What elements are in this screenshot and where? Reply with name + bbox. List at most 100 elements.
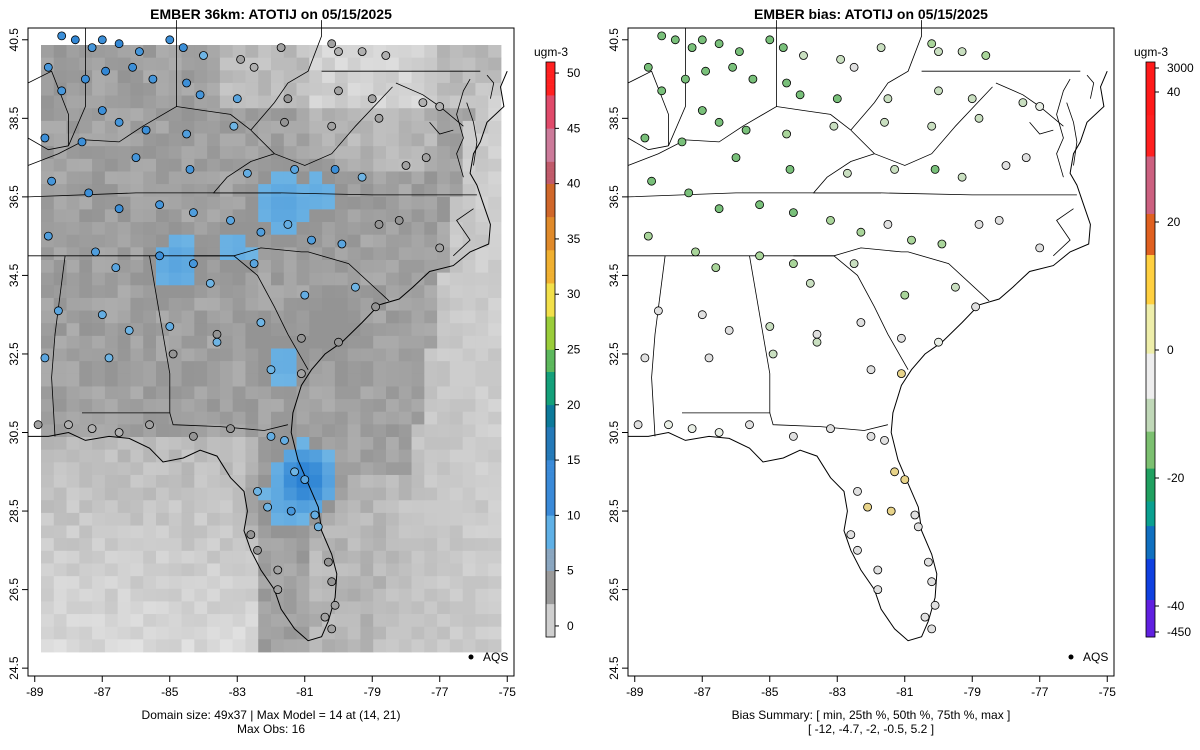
model-grid-cell	[143, 133, 157, 147]
model-grid-cell	[258, 297, 272, 311]
model-grid-cell	[296, 626, 310, 640]
model-grid-cell	[181, 500, 195, 514]
model-grid-cell	[232, 576, 246, 590]
model-grid-cell	[462, 348, 476, 362]
model-grid-cell	[156, 424, 170, 438]
model-grid-cell	[334, 95, 349, 109]
model-grid-cell	[437, 538, 451, 552]
obs-site-marker	[57, 86, 67, 96]
obs-site-marker	[283, 219, 293, 229]
model-grid-cell	[347, 487, 361, 501]
model-grid-cell	[386, 361, 400, 375]
model-grid-cell	[309, 601, 323, 615]
model-grid-cell	[334, 538, 349, 552]
model-grid-cell	[53, 550, 67, 564]
model-grid-cell	[296, 297, 310, 311]
model-grid-cell	[41, 386, 55, 400]
model-grid-cell	[219, 626, 234, 640]
model-grid-cell	[41, 335, 55, 349]
model-grid-cell	[296, 399, 310, 413]
model-grid-cell	[79, 361, 93, 375]
model-grid-cell	[219, 588, 234, 602]
model-grid-cell	[386, 120, 400, 134]
model-grid-cell	[79, 323, 93, 337]
model-grid-cell	[207, 297, 221, 311]
model-grid-cell	[386, 171, 400, 185]
colorbar-segment	[546, 294, 555, 301]
model-grid-cell	[271, 512, 285, 526]
obs-site-marker	[188, 259, 198, 269]
colorbar-segment	[1146, 283, 1155, 289]
model-grid-cell	[194, 601, 208, 615]
model-grid-cell	[360, 474, 374, 489]
bias-site-marker	[866, 365, 876, 375]
obs-site-marker	[229, 121, 239, 131]
model-grid-cell	[360, 70, 374, 84]
obs-site-marker	[84, 188, 94, 198]
model-grid-cell	[309, 449, 323, 463]
model-grid-cell	[398, 639, 412, 653]
model-grid-cell	[271, 348, 285, 362]
model-grid-cell	[53, 45, 67, 59]
model-grid-cell	[347, 209, 361, 223]
model-grid-cell	[488, 196, 502, 210]
model-grid-cell	[181, 614, 195, 628]
model-grid-cell	[143, 462, 157, 476]
model-grid-cell	[130, 525, 144, 539]
colorbar-segment	[1146, 144, 1155, 149]
colorbar-segment	[546, 404, 555, 411]
bias-site-marker	[927, 624, 937, 634]
model-grid-cell	[207, 348, 221, 362]
model-grid-cell	[398, 285, 412, 299]
colorbar-segment	[1146, 172, 1155, 178]
model-grid-cell	[232, 285, 246, 299]
obs-site-marker	[145, 420, 154, 430]
model-grid-cell	[156, 563, 170, 577]
colorbar-segment	[1146, 333, 1155, 338]
obs-site-marker	[374, 219, 384, 229]
colorbar-segment	[1146, 600, 1155, 605]
model-grid-cell	[130, 437, 144, 451]
model-grid-cell	[386, 335, 400, 349]
model-grid-cell	[462, 411, 476, 425]
bias-site-marker	[731, 153, 741, 163]
obs-site-marker	[276, 43, 286, 52]
colorbar-segment	[546, 410, 555, 417]
colorbar-segment	[1146, 464, 1155, 470]
model-grid-cell	[334, 171, 349, 185]
colorbar-segment	[1146, 246, 1155, 252]
colorbar-segment	[546, 155, 555, 162]
model-grid-cell	[117, 512, 131, 526]
model-grid-cell	[194, 146, 208, 160]
model-grid-cell	[373, 411, 387, 425]
colorbar-tick-label: -450	[1167, 625, 1191, 639]
colorbar-segment	[1146, 485, 1155, 490]
model-grid-cell	[194, 563, 208, 577]
model-grid-cell	[462, 297, 476, 311]
model-grid-cell	[258, 184, 272, 198]
model-grid-cell	[66, 538, 80, 552]
obs-site-marker	[178, 43, 188, 52]
model-grid-cell	[283, 196, 297, 210]
model-grid-cell	[143, 614, 157, 628]
x-tick-label: -81	[896, 685, 914, 699]
model-grid-cell	[283, 449, 297, 463]
model-grid-cell	[411, 626, 425, 640]
model-grid-cell	[207, 146, 221, 160]
colorbar-segment	[1146, 152, 1155, 157]
model-grid-cell	[66, 614, 80, 628]
obs-site-marker	[114, 39, 124, 49]
model-grid-cell	[347, 373, 361, 387]
model-grid-cell	[66, 57, 80, 71]
model-grid-cell	[66, 500, 80, 514]
model-grid-cell	[462, 601, 476, 615]
colorbar-segment	[1146, 201, 1155, 207]
model-grid-cell	[475, 601, 489, 615]
model-grid-cell	[156, 474, 170, 489]
model-grid-cell	[207, 424, 221, 438]
model-grid-cell	[232, 171, 246, 185]
model-grid-cell	[66, 335, 80, 349]
colorbar-tick-label: 40	[1167, 85, 1181, 99]
model-grid-cell	[347, 563, 361, 577]
model-grid-cell	[181, 399, 195, 413]
